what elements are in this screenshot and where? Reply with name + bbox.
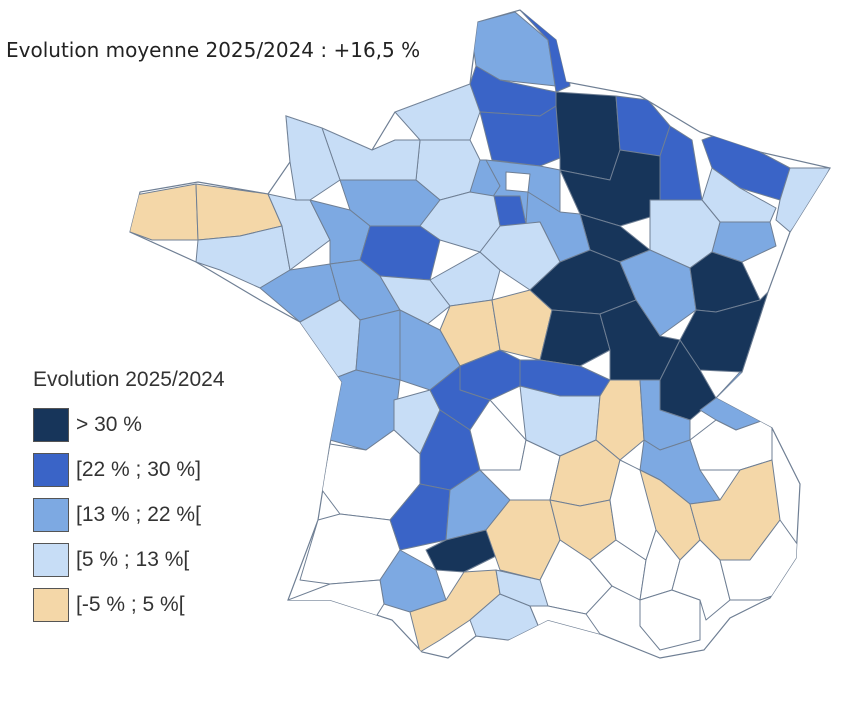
legend-label: [13 % ; 22 %[ [76,502,201,526]
department-somme [479,105,561,167]
department-aisne [555,91,621,181]
legend-swatch [33,407,69,442]
legend-item-5-13: [5 % ; 13 %[ [30,537,290,582]
legend-swatch [33,497,69,532]
department-nievre [539,309,611,367]
department-paris-ring [505,171,531,193]
legend-label: [5 % ; 13 %[ [76,547,190,571]
department-indre-et-loire [379,275,451,331]
department-ardennes [615,95,671,157]
legend-label: [-5 % ; 5 %[ [76,592,185,616]
legend-item-above-30: > 30 % [30,402,290,447]
map-header-average-evolution: Evolution moyenne 2025/2024 : +16,5 % [6,38,421,62]
legend-swatch [33,542,69,577]
legend: Evolution 2025/2024 > 30 % [22 % ; 30 %]… [30,368,290,627]
legend-swatch [33,452,69,487]
department-savoie [689,419,773,471]
legend-label: [22 % ; 30 %] [76,457,201,481]
legend-item-13-22: [13 % ; 22 %[ [30,492,290,537]
department-finistere [130,183,199,241]
legend-swatch [33,587,69,622]
legend-item-22-30: [22 % ; 30 %] [30,447,290,492]
legend-item-minus5-5: [-5 % ; 5 %[ [30,582,290,627]
legend-title: Evolution 2025/2024 [33,368,225,391]
legend-label: > 30 % [76,412,142,436]
